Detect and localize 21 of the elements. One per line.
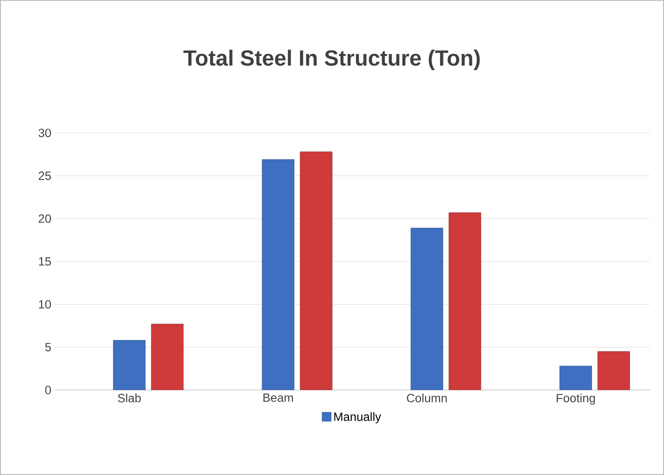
y-tick-label: 20 bbox=[38, 214, 51, 223]
x-tick-label: Slab bbox=[118, 394, 141, 402]
bar bbox=[151, 324, 184, 390]
bar bbox=[598, 351, 630, 390]
y-tick-label: 25 bbox=[38, 172, 51, 180]
y-tick-label: 15 bbox=[39, 257, 51, 266]
y-tick-label: 0 bbox=[45, 386, 51, 394]
bar bbox=[262, 159, 294, 390]
legend-label: Manually bbox=[334, 412, 382, 424]
chart-title: Total Steel In Structure (Ton) bbox=[183, 50, 480, 70]
bar bbox=[448, 212, 482, 390]
x-tick-label: Column bbox=[406, 394, 447, 402]
bar bbox=[113, 340, 146, 390]
bar bbox=[300, 152, 332, 390]
y-tick-label: 5 bbox=[45, 343, 51, 352]
x-tick-label: Footing bbox=[556, 394, 595, 405]
y-tick-label: 10 bbox=[39, 300, 51, 309]
bar bbox=[560, 366, 592, 390]
y-tick-label: 30 bbox=[38, 128, 51, 138]
bar bbox=[410, 228, 444, 390]
x-tick-label: Beam bbox=[263, 394, 293, 402]
